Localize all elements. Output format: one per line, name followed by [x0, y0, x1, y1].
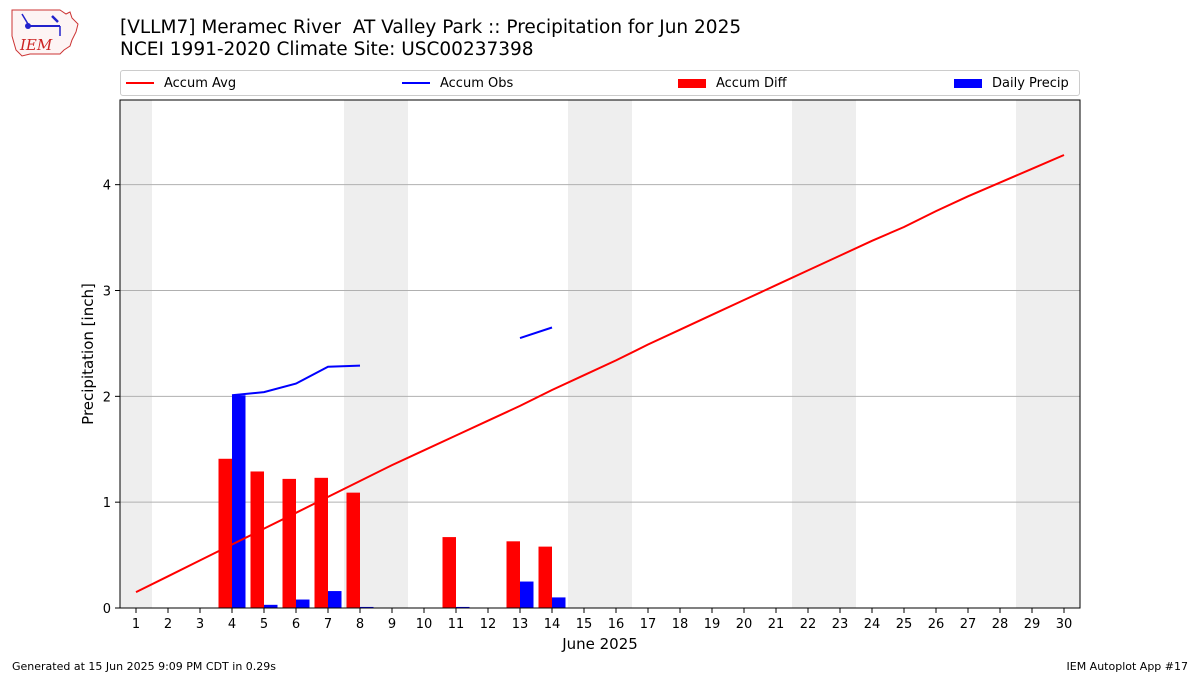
legend: Accum Avg Accum Obs Accum Diff Daily Pre… — [120, 70, 1080, 96]
x-tick-label-22: 22 — [800, 617, 817, 632]
legend-swatch-daily-precip — [954, 78, 982, 88]
accum-avg-line-segment-1 — [135, 154, 1065, 593]
plot-frame — [119, 99, 1081, 609]
x-tick-label-5: 5 — [260, 617, 268, 632]
x-tick-label-8: 8 — [356, 617, 364, 632]
accum-diff-bar-day-11 — [442, 537, 456, 608]
accum-diff-bar-day-14 — [538, 546, 552, 608]
chart-title: [VLLM7] Meramec River AT Valley Park :: … — [120, 17, 742, 38]
x-tick-label-30: 30 — [1056, 617, 1073, 632]
x-tick-label-20: 20 — [736, 617, 753, 632]
x-tick-label-4: 4 — [228, 617, 236, 632]
x-tick-label-18: 18 — [672, 617, 689, 632]
accum-diff-bar-day-8 — [346, 492, 360, 608]
x-axis-label: June 2025 — [561, 635, 638, 653]
footer-generated: Generated at 15 Jun 2025 9:09 PM CDT in … — [12, 660, 277, 673]
y-tick-label-0: 0 — [103, 602, 111, 617]
legend-swatch-accum-diff — [678, 78, 706, 88]
x-tick-label-26: 26 — [928, 617, 945, 632]
x-tick-label-12: 12 — [480, 617, 497, 632]
x-tick-label-9: 9 — [388, 617, 396, 632]
x-tick-label-15: 15 — [576, 617, 593, 632]
x-tick-label-25: 25 — [896, 617, 913, 632]
x-tick-label-6: 6 — [292, 617, 300, 632]
daily-precip-bar-day-13 — [520, 581, 534, 608]
x-tick-label-11: 11 — [448, 617, 465, 632]
legend-item-accum-avg: Accum Avg — [126, 71, 236, 95]
x-tick-label-24: 24 — [864, 617, 881, 632]
weekend-shade-5 — [1016, 100, 1080, 608]
daily-precip-bar-day-7 — [328, 591, 342, 608]
x-tick-label-2: 2 — [164, 617, 172, 632]
accum-diff-bar-day-5 — [250, 471, 264, 608]
accum-diff-bar-day-13 — [506, 541, 520, 608]
weekend-shade-1 — [120, 100, 152, 608]
daily-precip-bar-day-4 — [232, 395, 246, 608]
daily-precip-bar-day-11 — [456, 606, 470, 608]
y-tick-label-1: 1 — [103, 496, 111, 511]
x-tick-label-19: 19 — [704, 617, 721, 632]
x-tick-label-7: 7 — [324, 617, 332, 632]
legend-item-accum-diff: Accum Diff — [678, 71, 787, 95]
footer-app: IEM Autoplot App #17 — [1066, 660, 1189, 673]
y-axis-label: Precipitation [inch] — [79, 283, 97, 425]
x-tick-label-16: 16 — [608, 617, 625, 632]
y-tick-label-4: 4 — [103, 179, 111, 194]
weekend-shade-4 — [792, 100, 856, 608]
x-tick-label-10: 10 — [416, 617, 433, 632]
x-tick-label-13: 13 — [512, 617, 529, 632]
legend-label-accum-diff: Accum Diff — [716, 75, 787, 91]
daily-precip-bar-day-5 — [264, 604, 278, 608]
accum-diff-bar-day-7 — [314, 477, 328, 608]
chart-title-block: [VLLM7] Meramec River AT Valley Park :: … — [120, 17, 741, 61]
y-tick-label-3: 3 — [103, 285, 111, 300]
legend-label-daily-precip: Daily Precip — [992, 75, 1069, 91]
accum-diff-bar-day-6 — [282, 478, 296, 608]
iem-logo: IEM — [11, 9, 79, 57]
x-tick-label-29: 29 — [1024, 617, 1041, 632]
chart-subtitle: NCEI 1991-2020 Climate Site: USC00237398 — [120, 39, 534, 60]
accum-diff-bar-day-4 — [218, 458, 232, 608]
accum-obs-line-segment-2 — [519, 326, 553, 340]
x-tick-label-14: 14 — [544, 617, 561, 632]
legend-item-daily-precip: Daily Precip — [954, 71, 1069, 95]
legend-item-accum-obs: Accum Obs — [402, 71, 513, 95]
daily-precip-bar-day-6 — [296, 599, 310, 608]
legend-swatch-accum-obs — [402, 82, 430, 84]
x-tick-label-23: 23 — [832, 617, 849, 632]
daily-precip-bar-day-14 — [552, 597, 566, 608]
logo-text: IEM — [19, 36, 53, 54]
accum-obs-line-segment-1 — [231, 364, 361, 397]
x-tick-label-1: 1 — [132, 617, 140, 632]
legend-swatch-accum-avg — [126, 82, 154, 84]
x-tick-label-17: 17 — [640, 617, 657, 632]
x-tick-label-28: 28 — [992, 617, 1009, 632]
x-tick-label-3: 3 — [196, 617, 204, 632]
legend-label-accum-avg: Accum Avg — [164, 75, 237, 91]
daily-precip-bar-day-8 — [360, 606, 374, 608]
weekend-shade-3 — [568, 100, 632, 608]
legend-label-accum-obs: Accum Obs — [440, 75, 514, 91]
x-tick-label-21: 21 — [768, 617, 785, 632]
y-tick-label-2: 2 — [103, 390, 111, 405]
x-tick-label-27: 27 — [960, 617, 977, 632]
